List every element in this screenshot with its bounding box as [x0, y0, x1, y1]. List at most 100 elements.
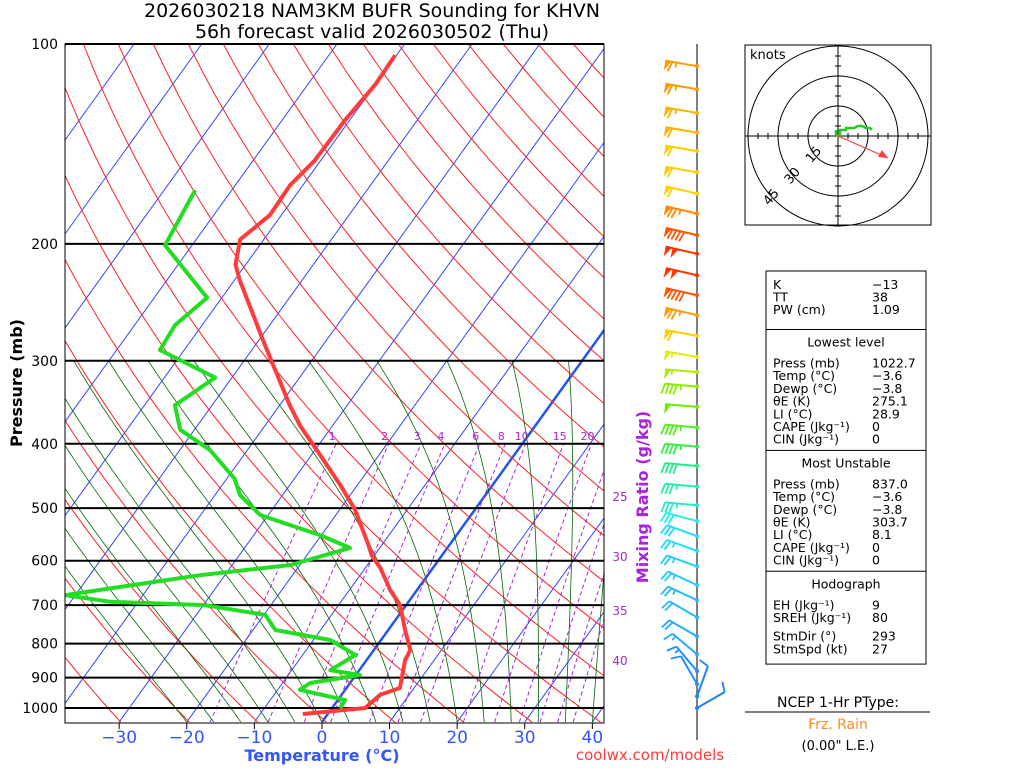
dry-adiabat [65, 86, 601, 723]
wind-barb [660, 382, 699, 395]
mixing-ratio-label: 2 [381, 430, 388, 443]
ptype-panel: NCEP 1-Hr PType: Frz. Rain (0.00" L.E.) [745, 695, 930, 754]
moist-adiabat [65, 565, 188, 723]
x-tick-label: 0 [317, 728, 328, 748]
wind-barb-feather [666, 229, 674, 239]
wind-barb [660, 501, 699, 514]
wind-barb-feather [664, 483, 670, 495]
dry-adiabat [257, 44, 604, 448]
dry-adiabat [65, 339, 396, 723]
isotherm [65, 44, 338, 423]
wind-barb-staff [665, 245, 698, 255]
stat-label: EH (Jkg⁻¹) [773, 597, 835, 612]
wind-barb-feather [670, 655, 682, 660]
x-tick-label: −20 [169, 728, 205, 748]
wind-barb-pennant [663, 330, 672, 341]
wind-barb-staff [680, 655, 698, 685]
stat-label: Press (mb) [773, 476, 840, 491]
stat-value: −3.6 [872, 489, 902, 504]
mixing-ratio-line [330, 443, 446, 723]
wind-barb-feather [666, 309, 674, 319]
x-tick-label: −10 [236, 728, 272, 748]
hodograph-ring [777, 75, 899, 197]
stat-value: 303.7 [872, 515, 908, 530]
wind-barb-feather [668, 463, 674, 474]
wind-barbs [659, 59, 726, 710]
wind-barb [695, 681, 726, 710]
wind-barb-half-feather [678, 209, 682, 215]
wind-barb-staff [666, 524, 698, 538]
mixing-ratio-label: 40 [612, 654, 627, 668]
dry-adiabat [65, 419, 327, 723]
mixing-ratio-line [397, 443, 506, 723]
dry-adiabat [65, 656, 122, 723]
series-temperature-line [233, 54, 413, 716]
wind-barb-dot [695, 548, 699, 553]
wind-barb-dot [695, 384, 699, 389]
moist-adiabat [73, 360, 323, 723]
y-tick-label: 500 [31, 501, 58, 517]
wind-barb-half-feather [674, 62, 678, 68]
wind-barb-dot [695, 110, 699, 115]
wind-barb-feather [668, 502, 674, 514]
wind-barb [663, 306, 699, 320]
wind-barb-feather [660, 443, 666, 454]
wind-barb [661, 600, 699, 620]
isobars [65, 43, 604, 709]
wind-barb-staff [665, 165, 698, 174]
stat-label: θE (K) [773, 515, 810, 530]
isotherm [65, 44, 270, 329]
stat-label: TT [772, 290, 788, 305]
stat-value: 293 [872, 629, 896, 644]
stat-label: StmDir (°) [773, 629, 836, 644]
wind-barb-pennant [663, 186, 672, 197]
wind-barb-feather [666, 84, 674, 95]
ptype-amount: (0.00" L.E.) [802, 739, 875, 754]
wind-barb [663, 165, 699, 178]
stats-section-title: Most Unstable [801, 455, 890, 470]
wind-barb-pennant [663, 83, 672, 94]
isotherm [186, 141, 604, 723]
footer-credit[interactable]: coolwx.com/models [576, 746, 724, 764]
wind-barb-pennant [663, 107, 672, 118]
wind-barb-pennant [663, 246, 672, 257]
wind-barb-pennant [663, 166, 672, 177]
wind-barb-feather [699, 659, 709, 667]
wind-barb-dot [695, 503, 699, 508]
wind-barb-dot [695, 669, 699, 674]
chart-subtitle: 56h forecast valid 2026030502 (Thu) [195, 21, 549, 43]
x-axis-label: Temperature (°C) [244, 746, 399, 765]
wind-barb-staff [666, 554, 698, 568]
series-dewpoint-line [65, 189, 362, 710]
isotherm [253, 235, 604, 723]
wind-barb-dot [695, 706, 699, 710]
wind-barb-staff [665, 205, 698, 215]
stat-label: Dewp (°C) [773, 381, 837, 396]
wind-barb-staff [668, 619, 698, 638]
stat-value: −3.8 [872, 502, 902, 517]
wind-barb-staff [675, 645, 698, 672]
wind-barb [664, 368, 699, 380]
dry-adiabat [187, 44, 604, 537]
moist-adiabat [564, 360, 574, 723]
wind-barb-feather [678, 231, 686, 242]
stat-label: Press (mb) [773, 356, 840, 371]
wind-barb-feather [674, 290, 682, 301]
isotherm [320, 328, 604, 723]
mixing-ratio-label: 30 [612, 550, 627, 564]
wind-barb-pennant [663, 145, 672, 156]
wind-barb-feather [670, 309, 678, 320]
wind-barb-dot [695, 354, 699, 359]
wind-barb-dot [695, 615, 699, 620]
wind-barb-dot [695, 273, 699, 278]
wind-barb-pennant [663, 206, 672, 217]
wind-barb [659, 554, 699, 569]
dry-adiabat [152, 44, 604, 583]
wind-barb-dot [695, 251, 699, 256]
stat-value: −3.6 [872, 368, 902, 383]
wind-barb [663, 205, 699, 219]
wind-barb-staff [665, 350, 698, 358]
stat-value: 1022.7 [872, 356, 916, 371]
wind-barb [663, 82, 699, 95]
y-tick-label: 300 [31, 354, 58, 370]
